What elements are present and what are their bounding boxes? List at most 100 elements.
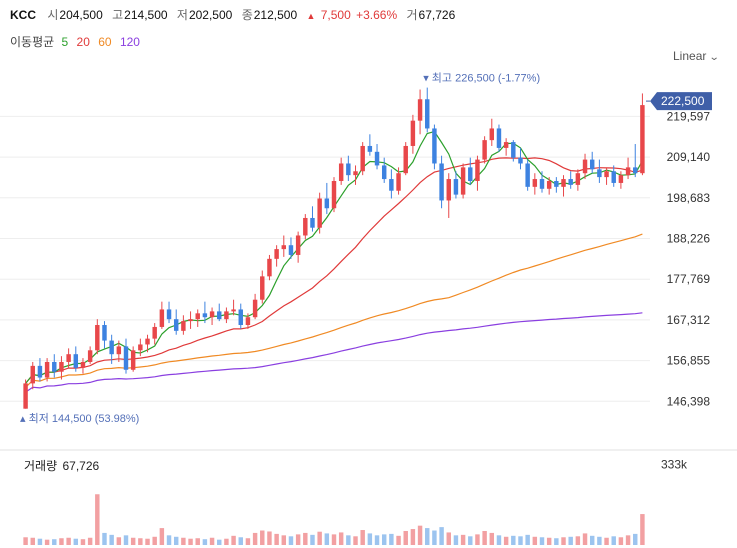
candle-body[interactable] — [511, 142, 516, 158]
candle-body[interactable] — [482, 140, 487, 160]
candle-body[interactable] — [310, 217, 315, 228]
candle-body[interactable] — [597, 169, 602, 178]
candle-body[interactable] — [633, 167, 638, 174]
candle-body[interactable] — [554, 180, 559, 187]
moving-average-legend[interactable]: 이동평균 5 20 60 120 — [10, 33, 145, 50]
candle-body[interactable] — [403, 145, 408, 174]
candle-body[interactable] — [367, 145, 373, 152]
candle-body[interactable] — [575, 173, 581, 185]
candle-body[interactable] — [252, 299, 258, 318]
candle-body[interactable] — [446, 179, 451, 201]
candle-body[interactable] — [80, 361, 86, 368]
candle-body[interactable] — [346, 163, 351, 176]
candle-body[interactable] — [475, 159, 480, 181]
candle-body[interactable] — [37, 365, 43, 378]
candle-body[interactable] — [295, 235, 301, 255]
candle-body[interactable] — [353, 171, 358, 176]
candle-body[interactable] — [396, 173, 401, 191]
candle-body[interactable] — [640, 105, 645, 174]
candle-body[interactable] — [109, 340, 114, 355]
candle-body[interactable] — [589, 159, 595, 170]
candle-body[interactable] — [274, 249, 279, 259]
candle-body[interactable] — [460, 167, 466, 195]
candle-body[interactable] — [539, 179, 545, 189]
candle-body[interactable] — [130, 350, 136, 370]
open-value: 204,500 — [59, 8, 103, 22]
candle-body[interactable] — [503, 142, 509, 148]
candle-body[interactable] — [611, 171, 616, 183]
candle-body[interactable] — [123, 346, 129, 370]
candle-body[interactable] — [381, 165, 387, 180]
candle-body[interactable] — [532, 179, 538, 187]
candle-body[interactable] — [568, 179, 573, 185]
candle-body[interactable] — [95, 325, 100, 351]
candle-body[interactable] — [188, 319, 193, 322]
candle-body[interactable] — [453, 179, 459, 195]
candle-body[interactable] — [288, 245, 294, 255]
candle-body[interactable] — [338, 163, 344, 181]
close-value: 212,500 — [253, 8, 298, 22]
volume-tick-label: 333k — [661, 458, 688, 472]
candle-body[interactable] — [152, 326, 157, 339]
volume-bar — [44, 539, 50, 545]
candle-body[interactable] — [618, 175, 624, 183]
candle-body[interactable] — [496, 128, 502, 148]
candle-body[interactable] — [231, 309, 236, 312]
candle-body[interactable] — [87, 350, 93, 362]
candle-body[interactable] — [159, 309, 165, 327]
candle-body[interactable] — [625, 167, 631, 176]
candle-body[interactable] — [281, 245, 287, 250]
candle-body[interactable] — [417, 99, 423, 121]
candle-body[interactable] — [224, 311, 229, 320]
candle-body[interactable] — [209, 311, 215, 318]
candle-body[interactable] — [374, 151, 380, 166]
candle-body[interactable] — [389, 179, 394, 191]
candle-body[interactable] — [425, 99, 430, 129]
candle-body[interactable] — [245, 317, 251, 326]
scale-selector[interactable]: Linear ⌄ — [673, 49, 720, 63]
volume-bar — [52, 539, 57, 545]
candle-body[interactable] — [432, 128, 437, 164]
volume-panel-value: 67,726 — [62, 459, 100, 473]
volume-bar — [597, 536, 602, 545]
candle-body[interactable] — [317, 198, 322, 228]
volume-bar — [173, 536, 179, 545]
candle-body[interactable] — [138, 344, 143, 351]
candle-body[interactable] — [604, 171, 609, 178]
candle-body[interactable] — [166, 309, 172, 320]
candle-body[interactable] — [260, 276, 265, 300]
volume-bar — [496, 535, 502, 545]
candle-body[interactable] — [561, 179, 566, 187]
candle-body[interactable] — [195, 313, 200, 320]
candle-body[interactable] — [23, 383, 28, 409]
candle-body[interactable] — [181, 321, 186, 331]
candle-body[interactable] — [525, 163, 530, 187]
candle-body[interactable] — [66, 354, 71, 362]
candle-body[interactable] — [73, 354, 79, 368]
candle-body[interactable] — [582, 159, 588, 174]
candle-body[interactable] — [410, 120, 416, 146]
candle-body[interactable] — [59, 361, 64, 372]
candle-body[interactable] — [360, 145, 365, 172]
candle-body[interactable] — [324, 198, 330, 209]
candle-body[interactable] — [303, 217, 308, 236]
candle-body[interactable] — [30, 365, 35, 384]
candle-body[interactable] — [217, 311, 222, 320]
candle-body[interactable] — [468, 167, 473, 181]
candle-body[interactable] — [44, 361, 50, 378]
candle-body[interactable] — [202, 313, 208, 318]
candle-body[interactable] — [145, 338, 150, 345]
candle-body[interactable] — [173, 319, 179, 331]
candle-body[interactable] — [546, 180, 552, 189]
candle-body[interactable] — [102, 325, 107, 341]
candle-body[interactable] — [331, 180, 337, 209]
candle-body[interactable] — [489, 128, 495, 141]
volume-bar — [209, 537, 215, 545]
candle-body[interactable] — [238, 309, 243, 326]
candle-body[interactable] — [267, 258, 272, 277]
candle-body[interactable] — [518, 157, 523, 164]
candle-body[interactable] — [52, 361, 57, 372]
candle-body[interactable] — [116, 346, 122, 355]
candle-body[interactable] — [439, 163, 444, 201]
